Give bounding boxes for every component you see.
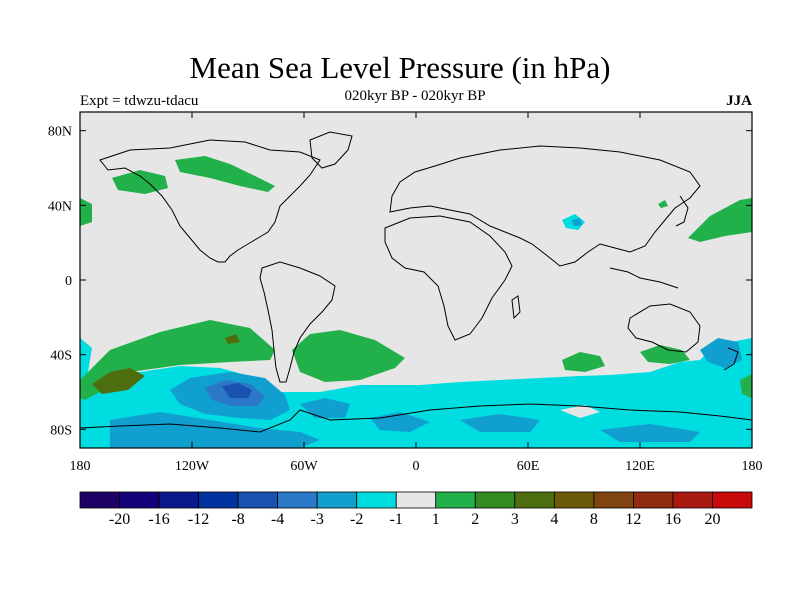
colorbar-label: -1 [390,511,403,528]
colorbar-swatch [474,491,516,509]
contour-antarctic-blue-5 [600,424,700,442]
y-tick-label: 40S [50,349,72,364]
colorbar-swatch [119,491,160,509]
y-tick-label: 0 [65,274,72,289]
y-tick-label: 40N [48,199,72,214]
colorbar-label: -3 [311,511,324,528]
colorbar-swatch [316,491,358,509]
coast-north-america [99,139,321,263]
colorbar-swatch [356,491,397,509]
y-axis: 80N 40N 0 40S 80S [48,125,752,438]
colorbar-label: 2 [471,511,479,528]
contour-antarctic-blue-4 [460,414,540,432]
contour-antarctic-blue-2 [300,398,350,418]
map-title: Mean Sea Level Pressure (in hPa) [189,50,611,85]
contour-tibet-blue [572,218,582,226]
colorbar-swatch [395,491,437,509]
contour-southern-ocean-cyan [80,338,752,448]
coast-south-america [259,261,336,383]
colorbar-swatch [158,491,199,509]
x-axis: 180 120W 60W 0 60E 120E 180 [70,112,763,474]
experiment-label: Expt = tdwzu-tdacu [80,93,199,109]
contour-west-pacific-green [688,198,752,242]
colorbar-label: -12 [188,511,209,528]
season-label: JJA [726,93,752,109]
x-tick-label: 120W [175,459,210,474]
colorbar-label: 3 [511,511,519,528]
x-tick-label: 0 [413,459,420,474]
colorbar-label: -20 [109,511,130,528]
coast-greenland [309,131,353,169]
y-tick-label: 80S [50,423,72,438]
colorbar-label: 16 [665,511,681,528]
coast-new-zealand [723,347,739,371]
colorbar-swatch [277,491,318,509]
colorbar-swatch [237,491,279,509]
colorbar: -20 -16 -12 -8 -4 -3 -2 -1 1 2 3 4 8 12 16 20 [79,491,753,528]
colorbar-swatch [633,491,674,509]
coastlines [80,131,752,433]
contour-east-edge-green [740,374,752,398]
colorbar-label: 1 [432,511,440,528]
colorbar-label: -4 [271,511,284,528]
colorbar-label: 20 [704,511,720,528]
x-tick-label: 60E [517,459,540,474]
contour-indian-green [562,352,605,372]
contour-australia-green [640,345,690,364]
coast-japan [675,195,689,227]
colorbar-swatch [672,491,713,509]
contour-south-pacific-darkgreen [92,368,145,394]
x-tick-label: 60W [290,459,318,474]
contour-east-blue [700,338,742,368]
coast-australia [627,303,701,353]
x-tick-label: 180 [70,459,91,474]
colorbar-swatch [553,491,595,509]
colorbar-label: 12 [625,511,641,528]
y-tick-label: 80N [48,125,72,140]
contour-pacific-core [222,383,252,398]
contour-antarctic-blue-1 [110,412,320,448]
contour-pacific-small-darkgreen [225,334,240,344]
coast-antarctica [80,403,752,433]
contour-korea-green [658,200,668,208]
pressure-contours [80,131,752,448]
colorbar-label: 4 [550,511,558,528]
x-tick-label: 120E [625,459,655,474]
colorbar-label: 8 [590,511,598,528]
coast-africa [384,215,513,341]
colorbar-swatch [593,491,634,509]
coast-eurasia [389,145,701,267]
colorbar-label: -16 [148,511,169,528]
colorbar-swatch [514,491,555,509]
coast-indonesia [609,267,679,289]
colorbar-label: -2 [350,511,363,528]
colorbar-swatch [435,491,476,509]
coast-madagascar [511,295,521,320]
x-tick-label: 180 [742,459,763,474]
colorbar-label: -8 [231,511,244,528]
colorbar-swatch [712,491,753,509]
colorbar-swatch [79,491,120,509]
period-label: 020kyr BP - 020kyr BP [344,88,486,104]
contour-canada-green [175,156,275,192]
contour-south-atlantic-green [292,330,405,382]
contour-gap [560,405,600,418]
colorbar-swatch [198,491,239,509]
